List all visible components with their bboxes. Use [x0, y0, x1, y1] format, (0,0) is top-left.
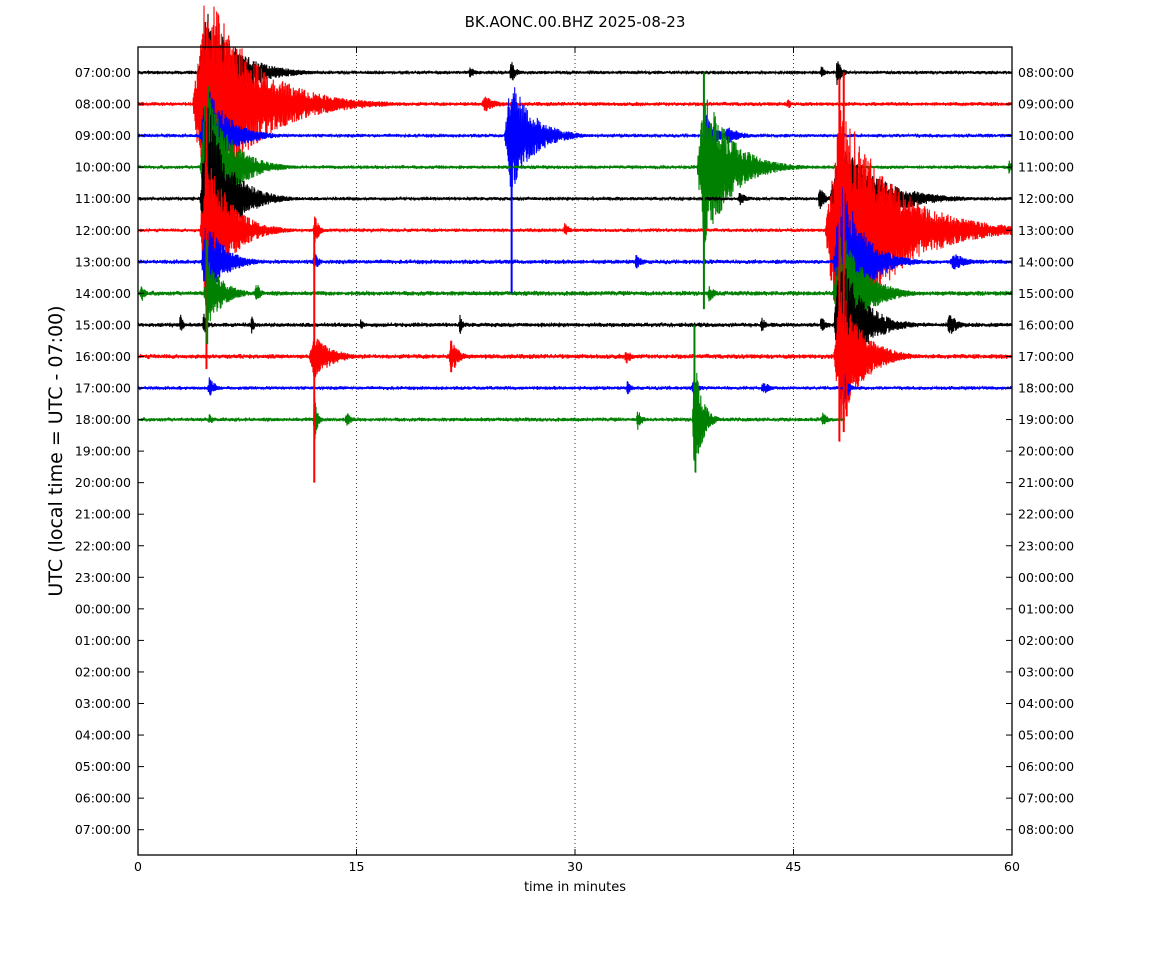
- y-tick-label-left: 02:00:00: [75, 664, 131, 679]
- x-tick-label: 15: [349, 859, 365, 874]
- x-grid: [356, 47, 794, 855]
- trace-row-2: [137, 87, 1013, 193]
- y-tick-label-right: 11:00:00: [1018, 160, 1074, 175]
- y-tick-label-left: 12:00:00: [75, 223, 131, 238]
- trace-row-10: [137, 373, 1013, 403]
- y-tick-label-left: 20:00:00: [75, 475, 131, 490]
- y-tick-label-right: 10:00:00: [1018, 128, 1074, 143]
- y-tick-label-right: 03:00:00: [1018, 664, 1074, 679]
- y-tick-label-left: 05:00:00: [75, 759, 131, 774]
- y-tick-label-left: 16:00:00: [75, 349, 131, 364]
- y-axis-right: 08:00:00 09:00:00 10:00:00 11:00:00 12:00:00…: [1006, 65, 1074, 837]
- trace-row-0: [137, 13, 1013, 133]
- y-tick-label-right: 22:00:00: [1018, 507, 1074, 522]
- x-axis-label: time in minutes: [524, 880, 626, 895]
- y-tick-label-right: 12:00:00: [1018, 191, 1074, 206]
- y-tick-label-left: 21:00:00: [75, 507, 131, 522]
- y-tick-label-right: 19:00:00: [1018, 412, 1074, 427]
- y-tick-label-right: 00:00:00: [1018, 570, 1074, 585]
- y-tick-label-right: 09:00:00: [1018, 97, 1074, 112]
- y-tick-label-left: 19:00:00: [75, 444, 131, 459]
- y-tick-label-right: 08:00:00: [1018, 822, 1074, 837]
- trace-row-9: [137, 291, 1013, 422]
- y-tick-label-right: 08:00:00: [1018, 65, 1074, 80]
- y-tick-label-left: 14:00:00: [75, 286, 131, 301]
- trace-row-8: [137, 263, 1013, 396]
- y-tick-label-left: 00:00:00: [75, 601, 131, 616]
- y-tick-label-right: 01:00:00: [1018, 601, 1074, 616]
- y-tick-label-left: 23:00:00: [75, 570, 131, 585]
- y-axis-left: 07:00:00 08:00:00 09:00:00 10:00:00 11:00:00…: [75, 65, 144, 837]
- y-tick-label-left: 10:00:00: [75, 160, 131, 175]
- y-tick-label-left: 09:00:00: [75, 128, 131, 143]
- y-tick-label-right: 06:00:00: [1018, 759, 1074, 774]
- y-tick-label-right: 04:00:00: [1018, 696, 1074, 711]
- y-tick-label-right: 23:00:00: [1018, 538, 1074, 553]
- y-tick-label-left: 04:00:00: [75, 728, 131, 743]
- y-tick-label-left: 06:00:00: [75, 791, 131, 806]
- y-tick-label-right: 18:00:00: [1018, 381, 1074, 396]
- y-tick-label-left: 03:00:00: [75, 696, 131, 711]
- y-tick-label-left: 11:00:00: [75, 191, 131, 206]
- y-tick-label-right: 17:00:00: [1018, 349, 1074, 364]
- seismic-traces: [137, 5, 1013, 483]
- y-tick-label-left: 17:00:00: [75, 381, 131, 396]
- x-tick-label: 45: [786, 859, 802, 874]
- y-tick-label-right: 13:00:00: [1018, 223, 1074, 238]
- x-tick-label: 60: [1004, 859, 1020, 874]
- y-tick-label-left: 18:00:00: [75, 412, 131, 427]
- x-tick-label: 30: [567, 859, 583, 874]
- y-tick-label-right: 05:00:00: [1018, 728, 1074, 743]
- y-tick-label-left: 01:00:00: [75, 633, 131, 648]
- y-tick-label-right: 21:00:00: [1018, 475, 1074, 490]
- y-tick-label-right: 16:00:00: [1018, 317, 1074, 332]
- y-axis-label: UTC (local time = UTC - 07:00): [45, 305, 67, 596]
- y-tick-label-left: 07:00:00: [75, 822, 131, 837]
- y-tick-label-left: 15:00:00: [75, 317, 131, 332]
- x-axis: 0 15 30 45 60: [134, 47, 1020, 874]
- y-tick-label-left: 22:00:00: [75, 538, 131, 553]
- y-tick-label-right: 20:00:00: [1018, 444, 1074, 459]
- y-tick-label-right: 14:00:00: [1018, 254, 1074, 269]
- y-tick-label-right: 07:00:00: [1018, 791, 1074, 806]
- y-tick-label-right: 02:00:00: [1018, 633, 1074, 648]
- chart-title: BK.AONC.00.BHZ 2025-08-23: [465, 13, 686, 31]
- y-tick-label-left: 13:00:00: [75, 254, 131, 269]
- trace-row-1: [137, 5, 1013, 213]
- y-tick-label-right: 15:00:00: [1018, 286, 1074, 301]
- trace-row-11: [137, 372, 846, 473]
- y-tick-label-left: 08:00:00: [75, 97, 131, 112]
- y-tick-label-left: 07:00:00: [75, 65, 131, 80]
- x-tick-label: 0: [134, 859, 142, 874]
